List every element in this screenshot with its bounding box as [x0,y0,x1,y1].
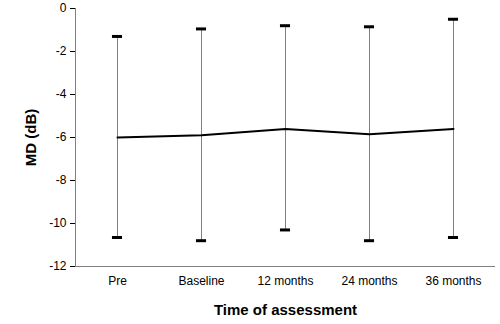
svg-text:-2: -2 [56,44,67,58]
svg-text:-10: -10 [49,216,67,230]
svg-text:Baseline: Baseline [178,274,224,288]
svg-text:24 months: 24 months [341,274,397,288]
svg-text:0: 0 [60,1,67,15]
svg-text:Time of assessment: Time of assessment [214,301,357,318]
svg-text:12 months: 12 months [257,274,313,288]
svg-text:MD (dB): MD (dB) [22,109,39,166]
svg-text:-12: -12 [49,259,67,273]
svg-text:36 months: 36 months [425,274,481,288]
svg-text:-8: -8 [56,173,67,187]
svg-text:-6: -6 [56,130,67,144]
svg-text:-4: -4 [56,87,67,101]
svg-text:Pre: Pre [108,274,127,288]
